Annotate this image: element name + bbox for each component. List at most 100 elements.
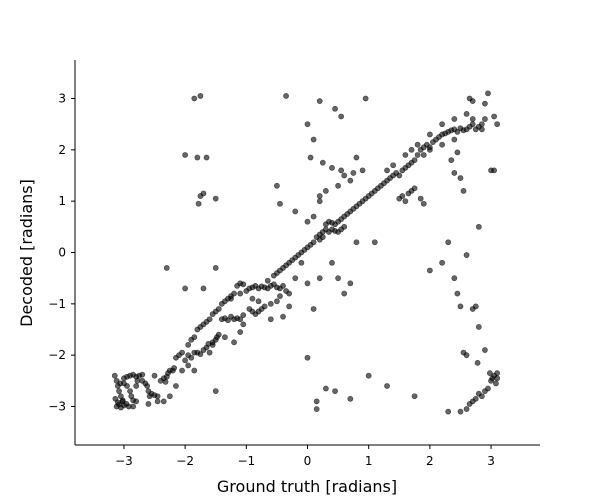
data-point: [457, 408, 464, 415]
data-point: [116, 388, 122, 394]
data-point: [408, 146, 415, 153]
data-point: [316, 198, 323, 205]
data-point: [304, 218, 311, 225]
data-point: [445, 239, 452, 246]
data-point: [119, 397, 126, 404]
data-point: [151, 372, 158, 379]
data-point: [134, 377, 141, 384]
data-point: [350, 170, 357, 176]
data-point: [283, 93, 289, 99]
data-point: [426, 131, 433, 138]
data-point: [255, 298, 262, 305]
data-point: [420, 200, 427, 207]
data-point: [482, 116, 488, 122]
data-point: [133, 383, 140, 389]
x-ticks: −3 −2 −1 0 1 2 3: [115, 445, 495, 468]
y-tick-label: 2: [58, 143, 66, 157]
data-point: [341, 172, 348, 179]
data-point: [316, 98, 323, 104]
data-point: [341, 290, 348, 297]
data-point: [182, 357, 189, 364]
data-point: [426, 267, 433, 274]
data-point: [329, 164, 335, 171]
data-point: [237, 290, 244, 297]
data-point: [463, 111, 470, 117]
x-tick-label: −2: [176, 454, 194, 468]
data-point: [319, 234, 326, 240]
data-point: [460, 187, 467, 194]
data-point: [478, 121, 485, 128]
data-point: [493, 380, 499, 387]
data-point: [133, 398, 140, 405]
data-point: [494, 370, 501, 377]
data-point: [206, 316, 213, 323]
data-point: [206, 349, 213, 356]
y-axis-label: Decoded [radians]: [17, 179, 36, 327]
data-point: [267, 316, 274, 323]
y-tick-label: 1: [58, 194, 66, 208]
data-point: [166, 393, 173, 400]
data-point: [145, 401, 152, 407]
data-point: [154, 398, 161, 405]
data-point: [228, 295, 234, 302]
data-point: [466, 95, 473, 102]
data-point: [188, 354, 195, 361]
data-point: [451, 275, 458, 282]
data-point: [482, 100, 488, 107]
data-point: [472, 395, 479, 402]
data-point: [185, 362, 192, 369]
data-point: [322, 187, 329, 194]
data-point: [359, 167, 366, 174]
data-point: [335, 275, 341, 282]
data-point: [463, 406, 470, 412]
data-point: [310, 213, 317, 220]
data-point: [411, 157, 418, 163]
data-point: [130, 403, 137, 410]
data-point: [426, 146, 433, 153]
x-tick-label: 2: [426, 454, 434, 468]
x-tick-label: 3: [487, 454, 495, 468]
data-point: [316, 193, 323, 199]
data-point: [173, 383, 179, 389]
data-point: [414, 152, 421, 158]
data-point: [286, 303, 293, 310]
data-point: [485, 385, 491, 392]
data-point: [274, 182, 280, 189]
data-point: [185, 341, 192, 348]
data-point: [179, 349, 185, 356]
y-ticks: −3 −2 −1 0 1 2 3: [48, 92, 75, 414]
data-point: [316, 275, 323, 282]
data-point: [347, 395, 354, 402]
data-point: [182, 285, 189, 292]
x-tick-label: −3: [115, 454, 133, 468]
data-point: [390, 162, 397, 169]
data-point: [411, 393, 418, 400]
data-point: [154, 393, 161, 400]
data-point: [277, 200, 283, 207]
data-point: [113, 377, 120, 384]
data-point: [304, 354, 311, 361]
data-point: [472, 303, 479, 310]
data-point: [121, 380, 127, 387]
data-point: [353, 239, 360, 246]
data-point: [249, 295, 256, 302]
data-point: [332, 388, 338, 394]
data-point: [179, 367, 185, 374]
data-point: [482, 347, 488, 353]
data-point: [313, 398, 320, 405]
x-axis-label: Ground truth [radians]: [217, 477, 397, 496]
data-point: [347, 280, 354, 287]
data-point: [111, 372, 118, 379]
data-point: [171, 365, 178, 371]
data-point: [197, 351, 204, 358]
data-point: [475, 324, 482, 330]
data-point: [197, 193, 204, 199]
data-point: [469, 116, 476, 122]
y-tick-label: 0: [58, 246, 66, 260]
data-point: [144, 383, 151, 389]
data-point: [338, 113, 345, 120]
data-point: [451, 136, 458, 143]
data-point: [384, 167, 390, 174]
data-point: [486, 370, 493, 377]
